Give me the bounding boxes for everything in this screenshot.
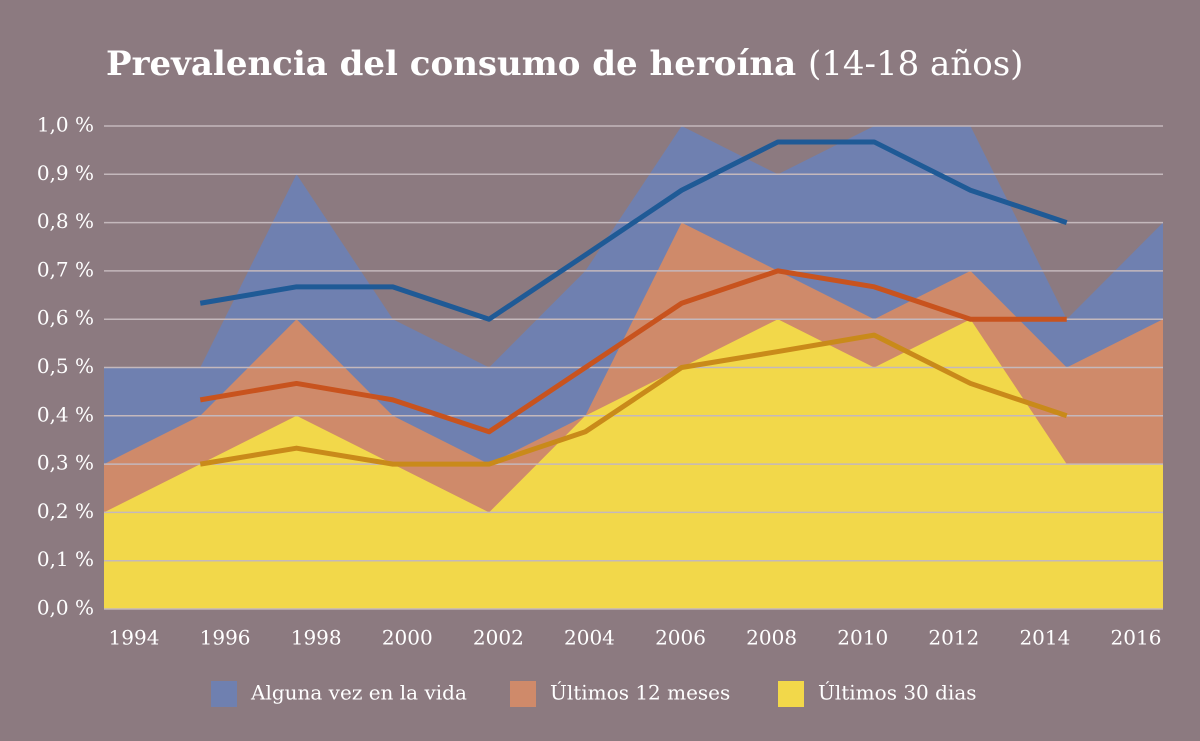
x-tick-label: 1996 <box>200 626 251 650</box>
y-tick-label: 1,0 % <box>37 113 94 137</box>
legend-label: Alguna vez en la vida <box>250 681 467 705</box>
y-tick-label: 0,2 % <box>37 499 94 523</box>
x-tick-label: 2004 <box>564 626 615 650</box>
x-tick-label: 2010 <box>837 626 888 650</box>
title-sub: (14-18 años) <box>808 44 1023 84</box>
x-tick-label: 2002 <box>473 626 524 650</box>
title-main: Prevalencia del consumo de heroína <box>106 44 796 84</box>
y-tick-label: 0,4 % <box>37 402 94 426</box>
x-tick-label: 1994 <box>109 626 160 650</box>
y-tick-label: 0,0 % <box>37 596 94 620</box>
y-tick-label: 0,3 % <box>37 451 94 475</box>
y-tick-label: 0,7 % <box>37 257 94 281</box>
x-tick-label: 2006 <box>655 626 706 650</box>
trend-line <box>199 268 1067 435</box>
y-tick-label: 0,8 % <box>37 209 94 233</box>
y-tick-label: 0,9 % <box>37 161 94 185</box>
x-tick-label: 2000 <box>382 626 433 650</box>
legend-swatch <box>211 681 237 707</box>
x-tick-label: 2016 <box>1111 626 1162 650</box>
x-tick-label: 1998 <box>291 626 342 650</box>
legend-swatch <box>778 681 804 707</box>
trend-line <box>199 139 1068 322</box>
chart-title: Prevalencia del consumo de heroína (14-1… <box>106 44 1023 84</box>
y-tick-label: 0,6 % <box>37 306 94 330</box>
legend-swatch <box>510 681 536 707</box>
x-tick-label: 2012 <box>928 626 979 650</box>
trend-line <box>199 332 1068 467</box>
y-tick-label: 0,5 % <box>37 354 94 378</box>
y-tick-label: 0,1 % <box>37 547 94 571</box>
x-tick-label: 2008 <box>746 626 797 650</box>
legend-label: Últimos 12 meses <box>550 680 730 705</box>
legend-label: Últimos 30 dias <box>818 680 977 705</box>
x-tick-label: 2014 <box>1019 626 1070 650</box>
